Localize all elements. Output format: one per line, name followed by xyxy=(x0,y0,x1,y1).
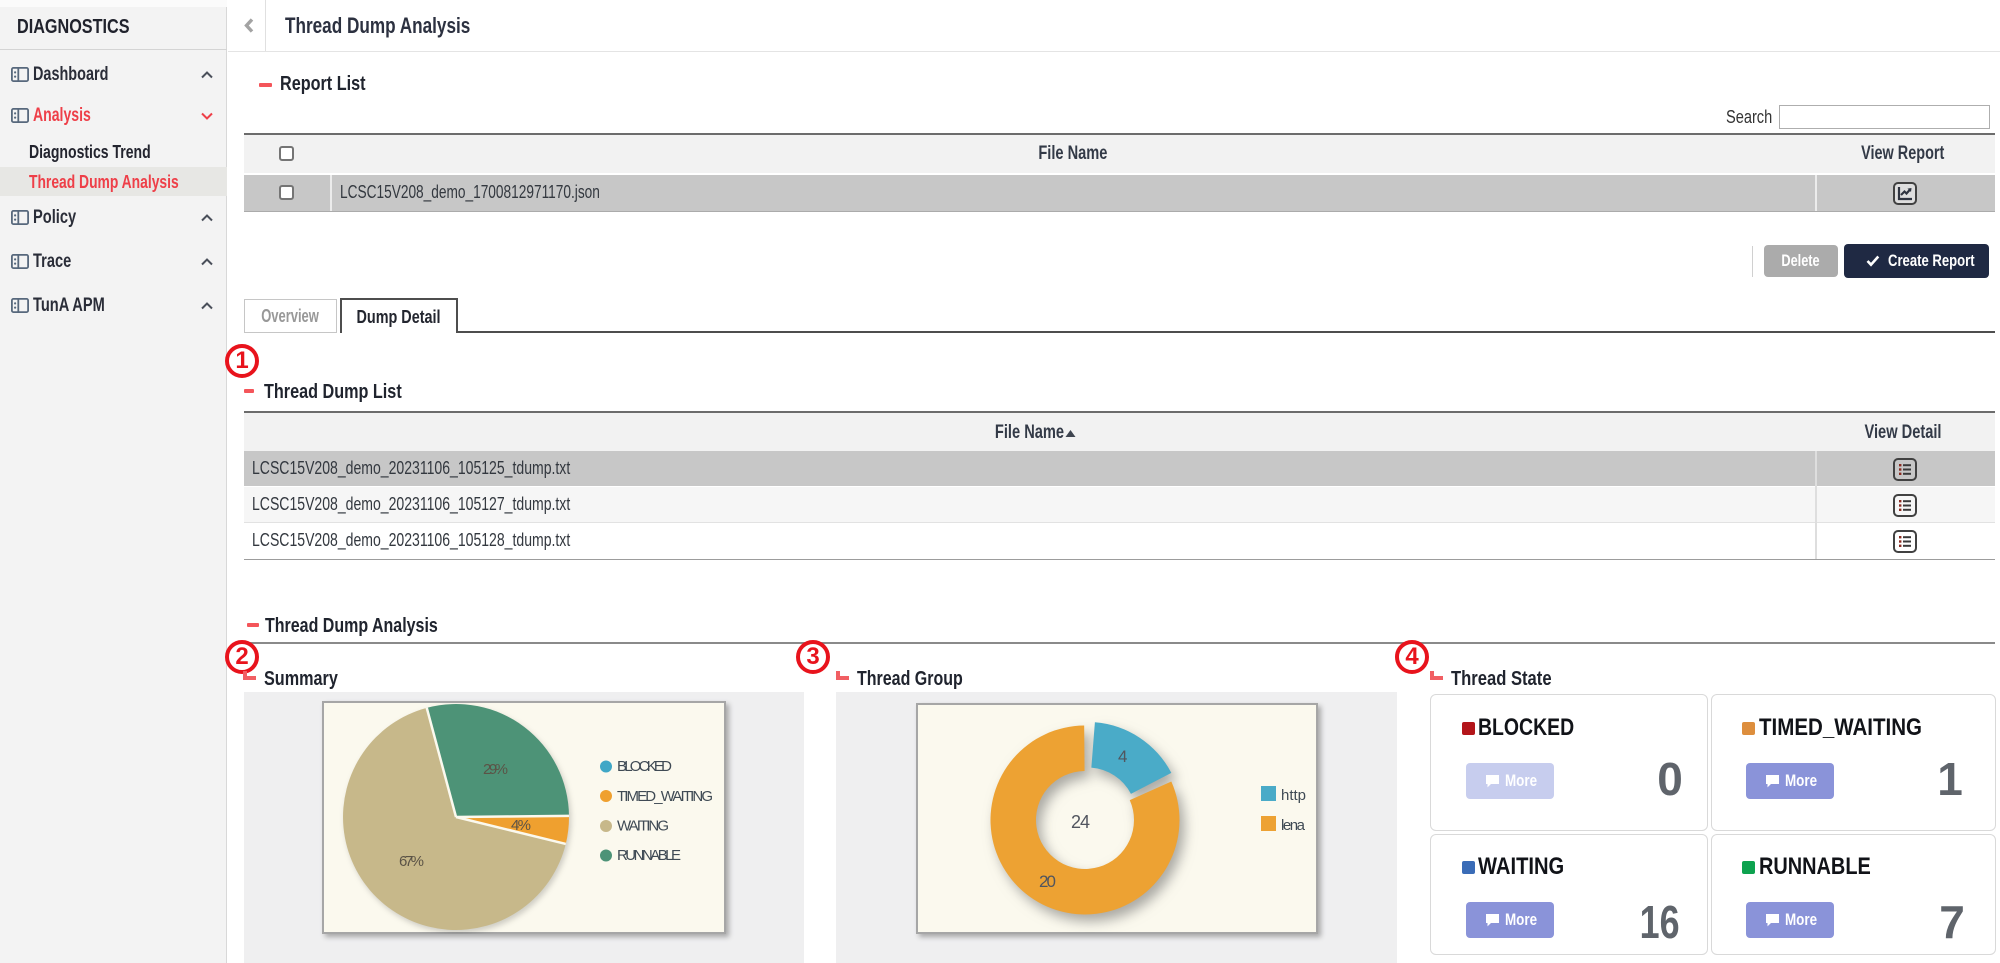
svg-text:http: http xyxy=(1281,787,1306,804)
svg-text:67%: 67% xyxy=(399,853,424,870)
svg-text:lena: lena xyxy=(1281,817,1306,834)
svg-text:WAITING: WAITING xyxy=(617,818,669,835)
svg-text:TIMED_WAITING: TIMED_WAITING xyxy=(617,788,713,805)
svg-text:29%: 29% xyxy=(483,761,508,778)
svg-text:BLOCKED: BLOCKED xyxy=(617,758,672,775)
svg-text:RUNNABLE: RUNNABLE xyxy=(617,847,681,864)
svg-text:4: 4 xyxy=(1118,747,1127,766)
svg-text:4%: 4% xyxy=(511,817,531,834)
svg-text:24: 24 xyxy=(1071,812,1090,832)
svg-text:20: 20 xyxy=(1039,872,1056,891)
